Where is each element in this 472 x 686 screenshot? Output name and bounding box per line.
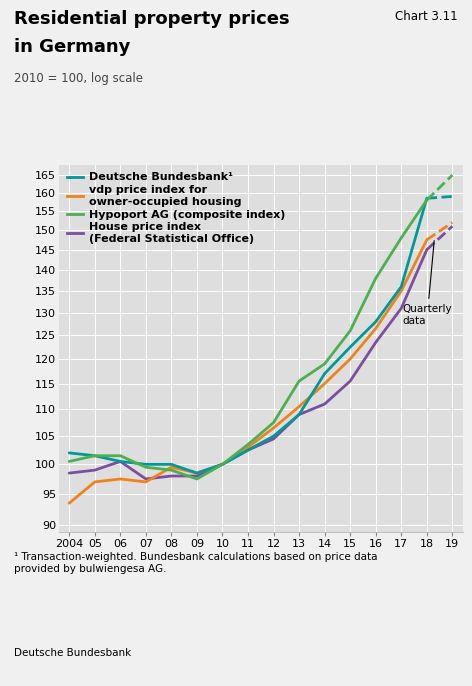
Text: Quarterly
data: Quarterly data: [403, 241, 452, 326]
Text: ¹ Transaction-weighted. Bundesbank calculations based on price data
provided by : ¹ Transaction-weighted. Bundesbank calcu…: [14, 552, 378, 573]
Text: Deutsche Bundesbank: Deutsche Bundesbank: [14, 648, 131, 659]
Text: in Germany: in Germany: [14, 38, 131, 56]
Text: Residential property prices: Residential property prices: [14, 10, 290, 28]
Text: Chart 3.11: Chart 3.11: [395, 10, 458, 23]
Legend: Deutsche Bundesbank¹, vdp price index for
owner-occupied housing, Hypoport AG (c: Deutsche Bundesbank¹, vdp price index fo…: [65, 170, 287, 246]
Text: 2010 = 100, log scale: 2010 = 100, log scale: [14, 72, 143, 85]
